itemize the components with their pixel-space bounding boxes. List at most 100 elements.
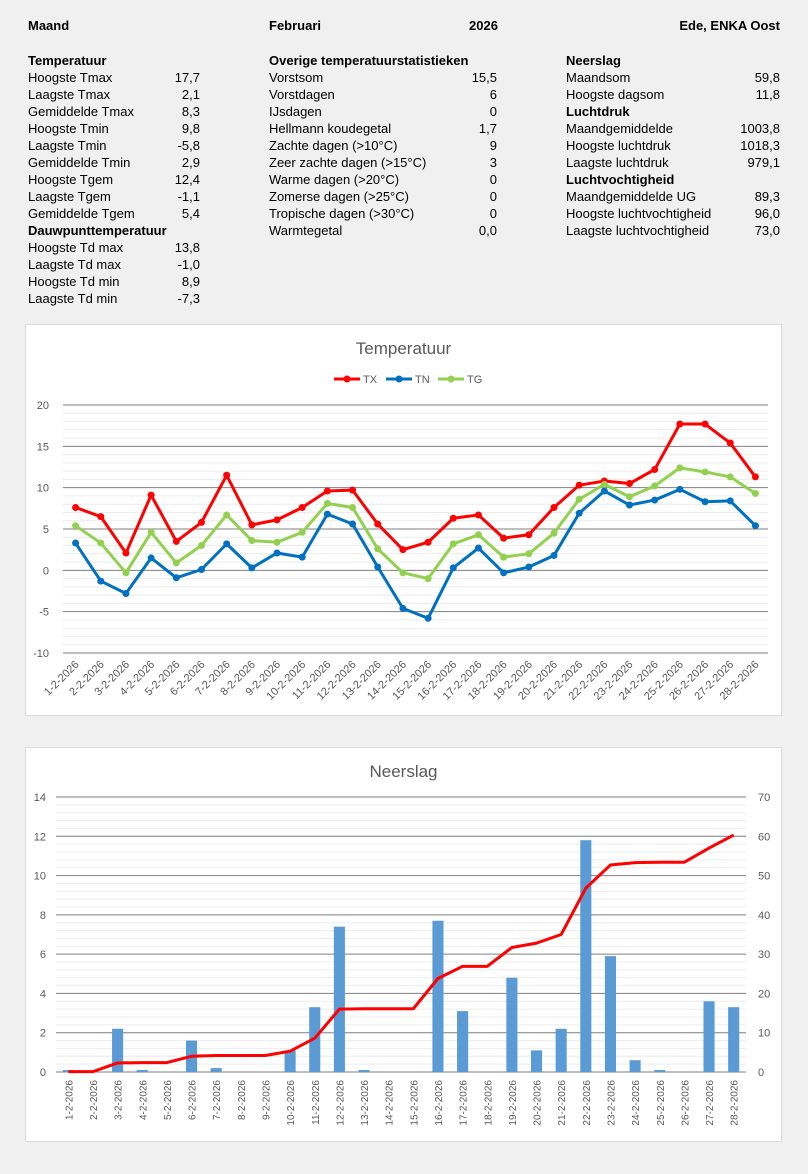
data-point-tn	[651, 496, 659, 504]
section-title: Neerslag	[566, 53, 621, 68]
data-point-tn	[701, 498, 709, 506]
data-point-tx	[676, 420, 684, 428]
stat-row: Warmtegetal 0,0	[269, 222, 497, 239]
x-tick-label: 8-2-2026	[237, 1080, 248, 1120]
stat-row: Laagste Tgem -1,1	[28, 188, 200, 205]
y2-tick-label: 60	[758, 831, 770, 843]
data-point-tn	[97, 577, 105, 585]
stat-label: Gemiddelde Tgem	[28, 206, 135, 221]
section-title: Luchtdruk	[566, 104, 630, 119]
legend-marker-tn	[395, 375, 403, 383]
stat-value: -7,3	[177, 291, 200, 306]
stat-value: 12,4	[174, 172, 200, 187]
legend-label: TG	[467, 374, 482, 386]
precip-bar	[654, 1070, 666, 1072]
stat-row: Laagste Td max -1,0	[28, 256, 200, 273]
precip-bar	[506, 977, 518, 1072]
stat-value: 59,8	[754, 70, 780, 85]
data-point-tg	[122, 569, 130, 577]
stat-label: IJsdagen	[269, 104, 322, 119]
month-label: Maand	[28, 18, 70, 33]
stat-row: Hoogste Td min 8,9	[28, 273, 200, 290]
x-tick-label: 17-2-2026	[459, 1080, 470, 1126]
data-point-tg	[550, 529, 558, 537]
data-point-tg	[424, 575, 432, 583]
stat-row: Laagste luchtdruk 979,1	[566, 154, 780, 171]
precip-bar	[210, 1068, 222, 1072]
data-point-tn	[172, 574, 180, 582]
y-tick-label: 10	[37, 483, 49, 495]
data-point-tg	[474, 531, 482, 539]
precip-bar	[604, 956, 617, 1072]
stat-value: 11,8	[755, 87, 780, 102]
stat-label: Vorstdagen	[269, 87, 335, 102]
x-tick-label: 3-2-2026	[114, 1080, 125, 1120]
data-point-tx	[525, 531, 533, 539]
precip-bar	[284, 1050, 296, 1072]
data-point-tg	[197, 542, 205, 550]
data-point-tg	[751, 489, 759, 497]
stat-label: Tropische dagen (>30°C)	[269, 206, 415, 221]
data-point-tx	[626, 480, 634, 488]
data-point-tx	[500, 534, 508, 542]
data-point-tx	[726, 439, 734, 447]
stat-row: Hoogste Tmin 9,8	[28, 120, 200, 137]
x-tick-label: 6-2-2026	[188, 1080, 199, 1120]
stat-label: Maandgemiddelde	[566, 121, 673, 136]
y-tick-label: 0	[43, 565, 49, 577]
data-point-tg	[298, 528, 306, 536]
data-point-tx	[172, 537, 180, 545]
data-point-tn	[676, 485, 684, 493]
temperature-chart-plot: 20151050-5-101-2-20262-2-20263-2-20264-2…	[33, 374, 768, 703]
data-point-tg	[449, 540, 457, 548]
x-tick-label: 25-2-2026	[656, 1080, 667, 1126]
data-point-tg	[726, 473, 734, 481]
precip-bar	[555, 1028, 567, 1072]
x-tick-label: 12-2-2026	[335, 1080, 346, 1126]
stat-row: Zomerse dagen (>25°C) 0	[269, 188, 497, 205]
stat-label: Maandsom	[566, 70, 631, 85]
y2-tick-label: 30	[758, 949, 770, 961]
stat-value: 17,7	[174, 70, 200, 85]
data-point-tx	[575, 481, 583, 489]
data-point-tx	[449, 514, 457, 522]
data-point-tn	[424, 614, 432, 622]
x-tick-label: 2-2-2026	[89, 1080, 100, 1120]
data-point-tg	[323, 499, 331, 507]
precip-bar	[333, 926, 345, 1072]
x-tick-label: 20-2-2026	[533, 1080, 544, 1126]
x-tick-label: 18-2-2026	[483, 1080, 494, 1126]
x-tick-label: 5-2-2026	[163, 1080, 174, 1120]
stat-row: Hoogste Tmax 17,7	[28, 69, 200, 86]
series-line-tn	[74, 487, 757, 620]
stat-value: 0	[489, 104, 497, 119]
stat-row: Hoogste Tgem 12,4	[28, 171, 200, 188]
y2-tick-label: 20	[758, 988, 770, 1000]
data-point-tx	[298, 504, 306, 512]
precip-bar	[728, 1007, 740, 1072]
data-point-tx	[147, 491, 155, 499]
stat-row: Hoogste dagsom 11,8	[566, 86, 780, 103]
legend-marker-tx	[343, 375, 351, 383]
y2-tick-label: 70	[758, 792, 770, 804]
data-point-tn	[474, 544, 482, 552]
data-point-tn	[626, 501, 634, 509]
data-point-tn	[575, 509, 583, 517]
y-tick-label: 2	[40, 1028, 46, 1040]
stat-row: Hoogste Td max 13,8	[28, 239, 200, 256]
stat-label: Laagste Tgem	[28, 189, 111, 204]
data-point-tg	[248, 537, 256, 545]
stat-label: Hoogste dagsom	[566, 87, 665, 102]
stat-row: Laagste Td min -7,3	[28, 290, 200, 307]
x-tick-label: 21-2-2026	[557, 1080, 568, 1126]
data-point-tx	[349, 486, 357, 494]
precip-bar	[530, 1050, 543, 1072]
stat-value: 15,5	[471, 70, 497, 85]
data-point-tx	[72, 504, 80, 512]
stat-value: 3	[489, 155, 497, 170]
data-point-tn	[449, 564, 457, 572]
x-tick-label: 14-2-2026	[385, 1080, 396, 1126]
stat-label: Hoogste Tgem	[28, 172, 114, 187]
stat-label: Laagste Tmin	[28, 138, 107, 153]
stat-value: 0	[489, 189, 497, 204]
